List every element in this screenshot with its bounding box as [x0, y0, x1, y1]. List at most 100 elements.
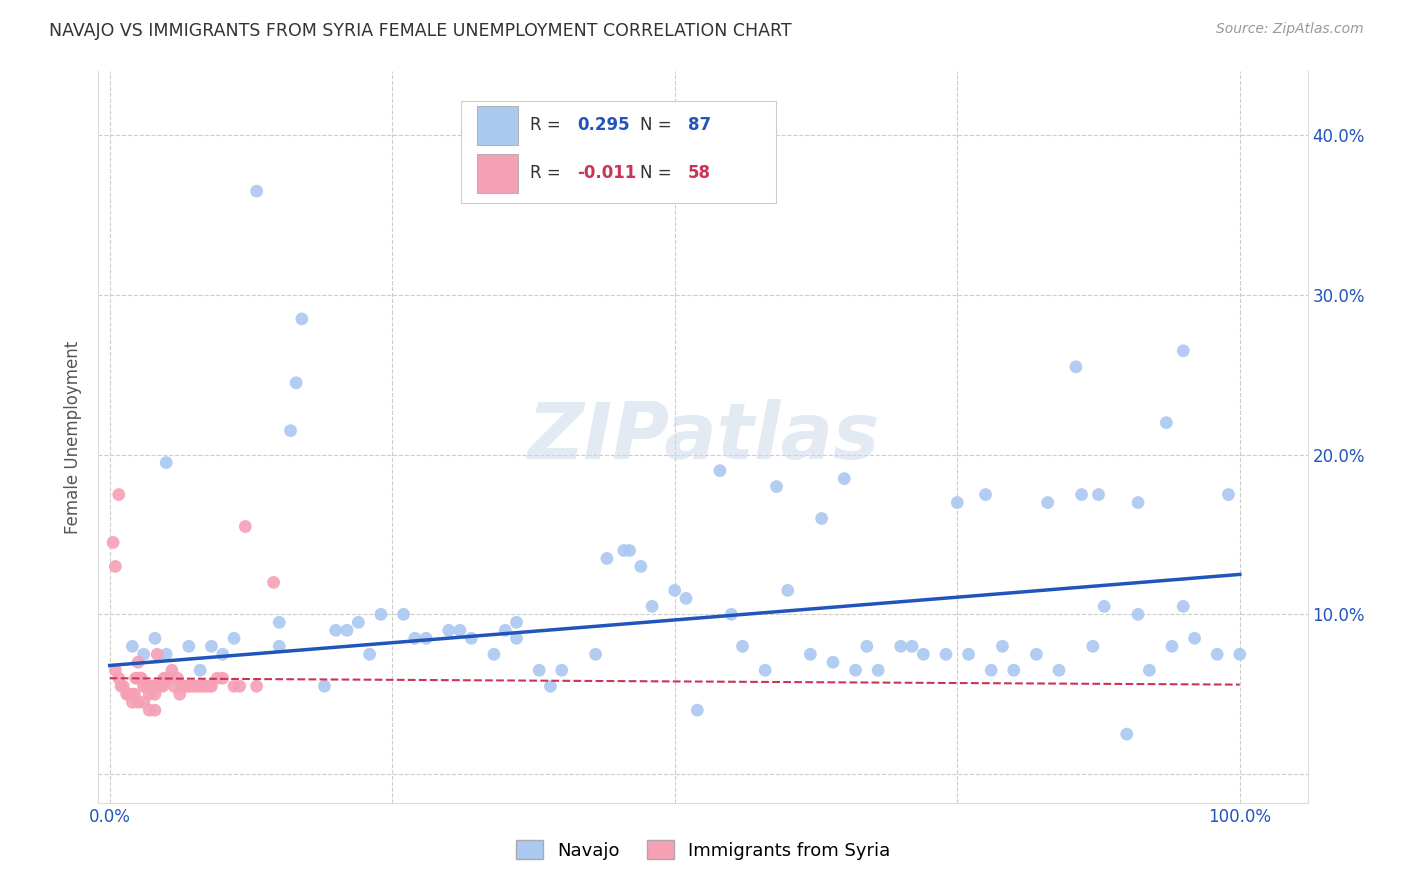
Point [1229, 647, 1251, 661]
Point [437, 624, 460, 638]
Point [104, 663, 127, 677]
Point [211, 647, 233, 661]
Point [415, 632, 437, 646]
Point [191, 679, 214, 693]
Point [821, 655, 844, 669]
Point [901, 640, 924, 654]
Point [347, 615, 370, 630]
Point [163, 679, 186, 693]
Point [146, 679, 169, 693]
Point [155, 456, 177, 470]
Point [246, 679, 269, 693]
Point [1070, 487, 1092, 501]
Point [946, 495, 969, 509]
Point [246, 184, 269, 198]
Point [832, 472, 855, 486]
Point [596, 551, 619, 566]
Point [177, 640, 200, 654]
Point [991, 640, 1014, 654]
Point [325, 624, 347, 638]
Point [1115, 727, 1137, 741]
Point [810, 511, 832, 525]
Text: 0.295: 0.295 [578, 116, 630, 134]
Point [799, 647, 821, 661]
Point [505, 615, 527, 630]
Point [765, 480, 787, 494]
Point [104, 559, 127, 574]
Point [107, 487, 129, 501]
Point [200, 640, 222, 654]
Point [1137, 663, 1160, 677]
Point [538, 679, 561, 693]
Point [720, 607, 742, 622]
Point [460, 632, 482, 646]
Point [127, 655, 149, 669]
Text: ZIPatlas: ZIPatlas [527, 399, 879, 475]
Point [107, 671, 129, 685]
Text: -0.011: -0.011 [578, 164, 637, 182]
Point [404, 632, 426, 646]
Point [101, 535, 124, 549]
Point [166, 671, 188, 685]
Point [127, 671, 149, 685]
Point [194, 679, 217, 693]
Point [121, 687, 143, 701]
Point [585, 647, 607, 661]
Point [449, 624, 471, 638]
Point [856, 640, 879, 654]
Point [160, 663, 183, 677]
Point [155, 671, 177, 685]
Point [709, 464, 731, 478]
FancyBboxPatch shape [477, 153, 517, 193]
Point [1002, 663, 1025, 677]
Point [980, 663, 1002, 677]
Point [505, 632, 527, 646]
Text: NAVAJO VS IMMIGRANTS FROM SYRIA FEMALE UNEMPLOYMENT CORRELATION CHART: NAVAJO VS IMMIGRANTS FROM SYRIA FEMALE U… [49, 22, 792, 40]
Point [132, 647, 155, 661]
Point [112, 679, 135, 693]
Point [776, 583, 799, 598]
Point [136, 679, 159, 693]
Point [131, 671, 153, 685]
Point [619, 543, 641, 558]
Point [155, 647, 177, 661]
Point [127, 695, 149, 709]
Point [1081, 640, 1104, 654]
Point [1036, 495, 1059, 509]
Point [188, 679, 211, 693]
Point [149, 679, 172, 693]
Text: R =: R = [530, 116, 567, 134]
Text: 58: 58 [688, 164, 710, 182]
Point [222, 679, 245, 693]
Point [675, 591, 697, 606]
Point [143, 687, 166, 701]
Point [177, 679, 200, 693]
Point [146, 647, 169, 661]
Point [125, 671, 148, 685]
Point [200, 679, 222, 693]
Point [957, 647, 980, 661]
Point [211, 671, 233, 685]
Point [1025, 647, 1047, 661]
Point [1126, 495, 1149, 509]
Point [141, 679, 163, 693]
Text: Source: ZipAtlas.com: Source: ZipAtlas.com [1216, 22, 1364, 37]
Point [205, 671, 228, 685]
Point [935, 647, 957, 661]
Point [135, 679, 157, 693]
Point [143, 703, 166, 717]
Point [157, 671, 180, 685]
Point [1126, 607, 1149, 622]
Point [138, 687, 160, 701]
Point [188, 663, 211, 677]
FancyBboxPatch shape [461, 101, 776, 203]
Point [868, 663, 890, 677]
Point [686, 703, 709, 717]
Point [222, 632, 245, 646]
Point [285, 376, 308, 390]
Point [138, 703, 160, 717]
Text: R =: R = [530, 164, 567, 182]
Point [269, 640, 291, 654]
Point [641, 599, 664, 614]
Point [152, 679, 174, 693]
